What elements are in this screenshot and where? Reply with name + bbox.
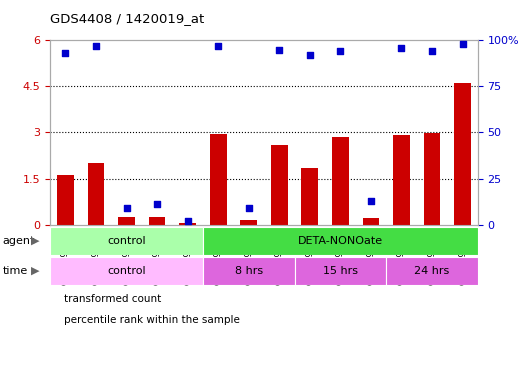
Bar	[301, 168, 318, 225]
Bar	[210, 134, 227, 225]
Point	[122, 205, 131, 211]
Bar	[179, 223, 196, 225]
Text: time: time	[3, 266, 28, 276]
Text: transformed count: transformed count	[64, 294, 161, 304]
Text: GDS4408 / 1420019_at: GDS4408 / 1420019_at	[50, 12, 204, 25]
Bar	[149, 217, 165, 225]
Bar	[332, 137, 349, 225]
Point	[92, 43, 100, 49]
Bar	[454, 83, 471, 225]
Point	[244, 205, 253, 211]
Bar	[393, 135, 410, 225]
Point	[61, 50, 70, 56]
Text: 24 hrs: 24 hrs	[414, 266, 450, 276]
Bar	[295, 257, 386, 285]
Bar	[386, 257, 478, 285]
Bar	[50, 257, 203, 285]
Text: control: control	[107, 236, 146, 246]
Text: agent: agent	[3, 236, 35, 246]
Bar	[423, 133, 440, 225]
Bar	[271, 145, 288, 225]
Bar	[203, 227, 478, 255]
Text: ▶: ▶	[31, 236, 39, 246]
Point	[397, 45, 406, 51]
Text: control: control	[107, 266, 146, 276]
Point	[275, 46, 284, 53]
Point	[366, 198, 375, 204]
Point	[153, 201, 162, 207]
Text: percentile rank within the sample: percentile rank within the sample	[64, 315, 240, 325]
Bar	[88, 163, 105, 225]
Bar	[363, 218, 379, 225]
Bar	[203, 257, 295, 285]
Point	[336, 48, 345, 55]
Text: DETA-NONOate: DETA-NONOate	[298, 236, 383, 246]
Bar	[118, 217, 135, 225]
Point	[214, 43, 222, 49]
Bar	[240, 220, 257, 225]
Bar	[57, 175, 74, 225]
Point	[306, 52, 314, 58]
Text: 15 hrs: 15 hrs	[323, 266, 358, 276]
Text: 8 hrs: 8 hrs	[234, 266, 263, 276]
Point	[183, 218, 192, 224]
Point	[458, 41, 467, 47]
Point	[428, 48, 436, 55]
Bar	[50, 227, 203, 255]
Text: ▶: ▶	[31, 266, 39, 276]
